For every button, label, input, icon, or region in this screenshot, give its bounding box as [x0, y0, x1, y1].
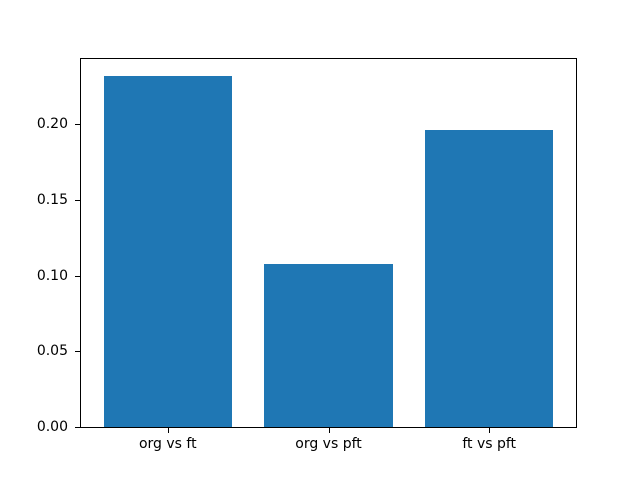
x-tick-mark	[167, 428, 169, 433]
y-tick-mark	[75, 351, 80, 353]
x-tick-label: org vs ft	[138, 436, 197, 452]
y-tick-label: 0.10	[36, 267, 68, 284]
y-tick-mark	[75, 200, 80, 201]
y-tick-mark	[75, 427, 80, 428]
plot-area	[80, 58, 577, 428]
bar-org-vs-pft	[264, 263, 393, 427]
bar-ft-vs-pft	[424, 130, 554, 427]
x-tick-label: org vs pft	[295, 436, 362, 452]
y-tick-label: 0.20	[36, 116, 68, 133]
x-tick-mark	[328, 428, 330, 433]
y-tick-mark	[75, 275, 80, 277]
bar-org-vs-ft	[103, 75, 233, 427]
y-tick-label: 0.15	[36, 192, 68, 208]
y-tick-label: 0.05	[36, 343, 68, 360]
y-tick-label: 0.00	[36, 419, 68, 435]
y-tick-mark	[75, 124, 80, 126]
x-tick-mark	[489, 428, 491, 433]
x-tick-label: ft vs pft	[462, 436, 517, 452]
